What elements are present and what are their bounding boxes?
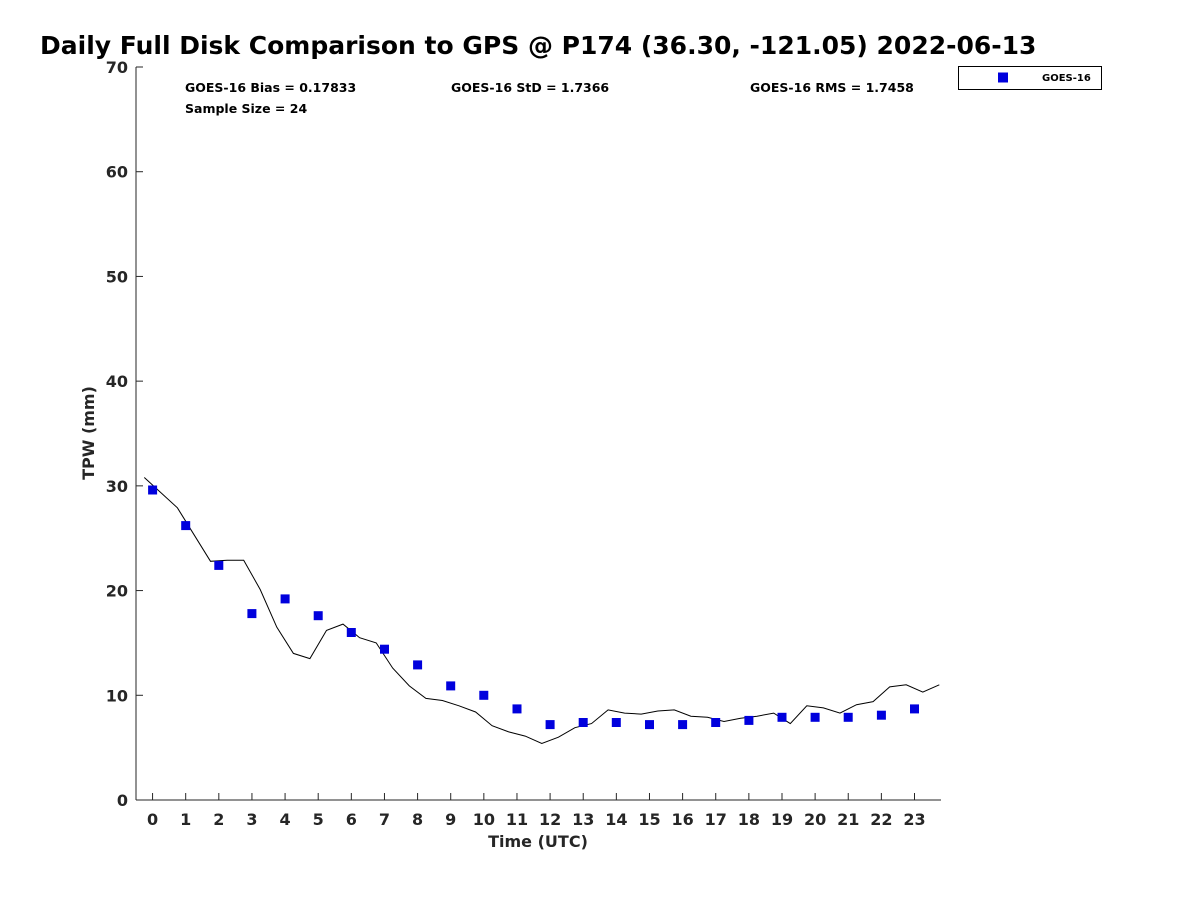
data-point	[479, 690, 489, 700]
data-point	[777, 712, 787, 722]
legend-marker	[998, 72, 1008, 83]
data-point	[181, 521, 191, 531]
y-tick-label: 10	[106, 686, 128, 705]
x-tick-label: 8	[412, 810, 423, 829]
stat-sample-size: Sample Size = 24	[185, 101, 307, 116]
data-point	[744, 715, 754, 725]
x-tick-label: 20	[804, 810, 826, 829]
data-point	[843, 712, 853, 722]
legend-box	[958, 66, 1102, 90]
y-tick-label: 0	[117, 791, 128, 810]
data-point	[645, 720, 654, 730]
series-line	[143, 477, 940, 745]
data-point	[280, 594, 290, 604]
x-tick-label: 23	[903, 810, 925, 829]
y-tick-label: 60	[106, 163, 128, 182]
x-tick-label: 7	[379, 810, 390, 829]
x-tick-label: 6	[346, 810, 357, 829]
data-point	[711, 718, 721, 727]
axes: 0 1 2 3 4 5 6 7 8 9 10 11 12 13 14 15 16 17 18 19 20 21 22 2301…	[106, 58, 941, 829]
x-tick-label: 1	[180, 810, 191, 829]
y-tick-label: 40	[106, 372, 128, 391]
stat-bias: GOES-16 Bias = 0.17833	[185, 80, 356, 95]
x-tick-label: 14	[605, 810, 627, 829]
data-point	[446, 681, 456, 691]
data-point	[247, 609, 257, 619]
x-tick-label: 15	[638, 810, 660, 829]
x-tick-label: 3	[246, 810, 257, 829]
x-tick-label: 4	[280, 810, 291, 829]
stat-rms: GOES-16 RMS = 1.7458	[750, 80, 914, 95]
data-point	[578, 718, 588, 727]
chart-title: Daily Full Disk Comparison to GPS @ P174…	[40, 31, 1036, 60]
plot-area	[143, 477, 940, 745]
x-tick-label: 5	[313, 810, 324, 829]
data-point	[214, 560, 224, 570]
data-point	[678, 720, 688, 730]
x-tick-label: 16	[671, 810, 693, 829]
y-tick-label: 30	[106, 477, 128, 496]
data-point	[148, 485, 158, 495]
x-axis-label: Time (UTC)	[488, 832, 588, 851]
y-axis-label: TPW (mm)	[79, 386, 98, 480]
x-tick-label: 0	[147, 810, 158, 829]
y-tick-label: 70	[106, 58, 128, 77]
data-point	[545, 720, 555, 730]
x-tick-label: 21	[837, 810, 859, 829]
x-tick-label: 9	[445, 810, 456, 829]
x-tick-label: 2	[213, 810, 224, 829]
x-tick-label: 22	[870, 810, 892, 829]
data-point	[611, 718, 621, 727]
x-tick-label: 17	[705, 810, 727, 829]
data-point	[512, 704, 522, 714]
x-tick-label: 11	[506, 810, 528, 829]
legend: GOES-16	[958, 66, 1102, 90]
data-point	[810, 712, 820, 722]
data-point	[380, 644, 389, 654]
x-tick-label: 13	[572, 810, 594, 829]
data-point	[346, 628, 356, 637]
x-tick-label: 19	[771, 810, 793, 829]
data-point	[413, 660, 423, 670]
y-tick-label: 20	[106, 582, 128, 601]
y-tick-label: 50	[106, 267, 128, 286]
legend-label: GOES-16	[1042, 73, 1091, 84]
data-point	[876, 710, 886, 720]
x-tick-label: 10	[473, 810, 495, 829]
stat-std: GOES-16 StD = 1.7366	[451, 80, 609, 95]
x-tick-label: 12	[539, 810, 561, 829]
data-point	[910, 704, 919, 714]
x-tick-label: 18	[738, 810, 760, 829]
data-point	[313, 611, 323, 621]
